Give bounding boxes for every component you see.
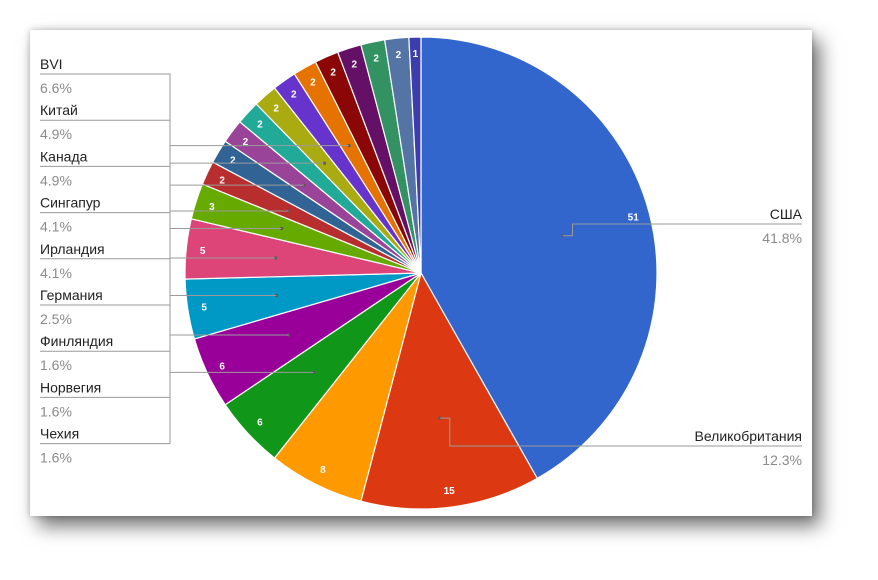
- slice-value-label: 6: [257, 418, 263, 429]
- slice-value-label: 5: [200, 246, 206, 257]
- category-name: Великобритания: [694, 428, 802, 444]
- leader-line: [439, 417, 802, 447]
- category-name: США: [770, 206, 803, 222]
- slice-value-label: 2: [291, 90, 297, 101]
- category-name: Сингапур: [40, 195, 101, 211]
- pie-slice: [408, 36, 422, 274]
- category-percent: 6.6%: [40, 80, 72, 96]
- slice-value-label: 3: [209, 202, 215, 213]
- slice-value-label: 6: [219, 362, 225, 373]
- slice-value-label: 2: [330, 67, 336, 78]
- slice-value-label: 2: [396, 50, 402, 61]
- slice-value-label: 5: [201, 302, 207, 313]
- category-percent: 4.1%: [40, 265, 72, 281]
- slice-value-label: 2: [219, 175, 225, 186]
- slice-value-label: 2: [373, 54, 379, 65]
- chart-frame: 51 15 8 6 6 5 5 3 2 2 2 2 2 2 2 2 2 2 2 1 США 41.8% Великобрит…: [30, 30, 812, 516]
- slice-value-label: 2: [273, 104, 279, 115]
- slices: [184, 36, 658, 510]
- category-name: Китай: [40, 102, 78, 118]
- leader-line: [562, 223, 802, 237]
- slice-value-label: 2: [310, 77, 316, 88]
- category-name: BVI: [40, 56, 63, 72]
- category-percent: 1.6%: [40, 403, 72, 419]
- category-percent: 1.6%: [40, 450, 72, 466]
- category-labels: США 41.8% Великобритания 12.3% BVI 6.6% Китай 4…: [40, 56, 803, 468]
- category-percent: 4.9%: [40, 126, 72, 142]
- leader-line: [40, 145, 349, 445]
- category-percent: 12.3%: [762, 452, 802, 468]
- category-name: Чехия: [40, 426, 79, 442]
- pie-slice: [420, 36, 658, 480]
- category-name: Норвегия: [40, 379, 101, 395]
- slice-value-label: 2: [230, 156, 236, 167]
- category-percent: 4.9%: [40, 172, 72, 188]
- slice-value-label: 2: [243, 137, 249, 148]
- slice-value-label: 51: [628, 213, 640, 224]
- category-name: Финляндия: [40, 333, 113, 349]
- category-name: Ирландия: [40, 241, 105, 257]
- category-percent: 4.1%: [40, 219, 72, 235]
- category-name: Германия: [40, 287, 103, 303]
- slice-value-label: 1: [413, 49, 419, 60]
- category-percent: 1.6%: [40, 357, 72, 373]
- category-percent: 2.5%: [40, 311, 72, 327]
- slice-value-label: 2: [351, 59, 357, 70]
- slice-value-label: 2: [257, 119, 263, 130]
- slice-value-label: 8: [320, 465, 326, 476]
- category-percent: 41.8%: [762, 230, 802, 246]
- pie-slice: [360, 271, 539, 510]
- category-name: Канада: [40, 148, 88, 164]
- slice-value-label: 15: [444, 486, 456, 497]
